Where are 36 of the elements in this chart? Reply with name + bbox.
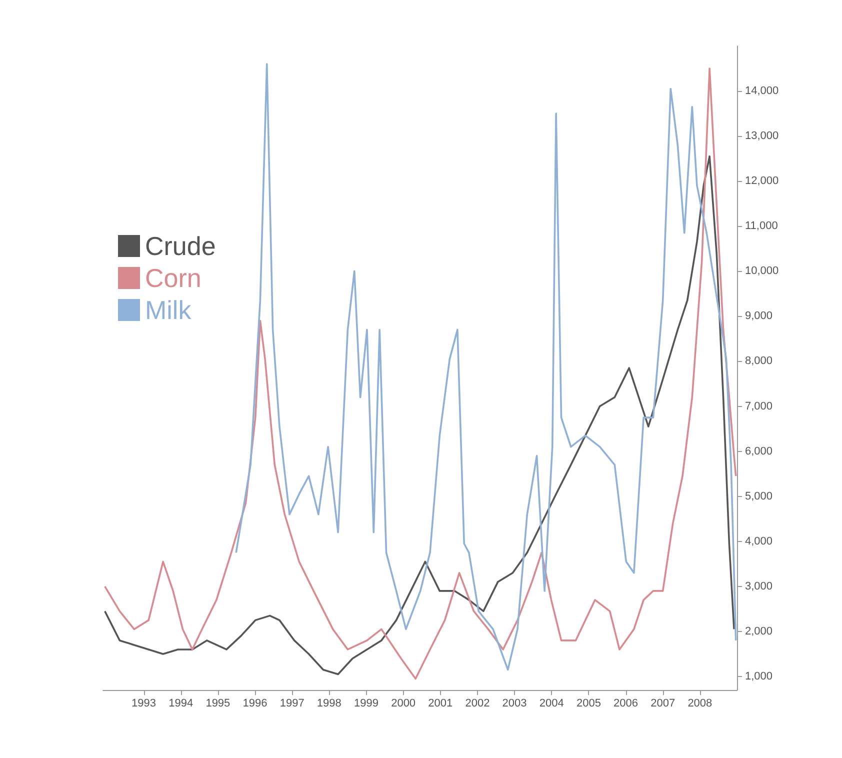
y-tick-label: 5,000 bbox=[745, 490, 773, 502]
x-tick-label: 2000 bbox=[391, 698, 416, 710]
y-tick-label: 3,000 bbox=[745, 580, 773, 592]
y-tick-label: 7,000 bbox=[745, 400, 773, 412]
line-series bbox=[104, 68, 737, 680]
x-tick-label: 1995 bbox=[206, 698, 230, 710]
x-tick-label: 2005 bbox=[576, 698, 601, 710]
x-tick-label: 2006 bbox=[614, 698, 638, 710]
x-tick-label: 2007 bbox=[650, 698, 676, 710]
y-tick-label: 8,000 bbox=[745, 355, 773, 368]
x-tick-label: 1999 bbox=[354, 698, 378, 710]
x-tick-label: 1997 bbox=[280, 698, 304, 710]
legend-label: Milk bbox=[145, 295, 192, 325]
line-series bbox=[235, 63, 737, 671]
x-tick-label: 2008 bbox=[688, 698, 712, 710]
x-tick-label: 1994 bbox=[168, 698, 194, 710]
x-tick-label: 2001 bbox=[428, 698, 453, 710]
x-tick-label: 1993 bbox=[132, 698, 156, 710]
y-tick-label: 4,000 bbox=[745, 535, 773, 548]
x-tick-label: 2004 bbox=[539, 698, 564, 710]
y-tick-label: 12,000 bbox=[745, 175, 779, 188]
x-tick-label: 2003 bbox=[502, 698, 527, 710]
y-tick-label: 1,000 bbox=[745, 670, 773, 682]
legend-label: Crude bbox=[145, 231, 216, 261]
legend-label: Corn bbox=[145, 263, 202, 293]
x-tick-label: 2002 bbox=[465, 698, 490, 710]
y-tick-label: 10,000 bbox=[745, 265, 779, 278]
y-tick-label: 6,000 bbox=[745, 445, 773, 458]
x-tick-label: 1998 bbox=[316, 698, 342, 710]
y-tick-label: 9,000 bbox=[745, 310, 773, 322]
x-tick-label: 1996 bbox=[242, 698, 268, 710]
line-series bbox=[104, 155, 735, 676]
y-tick-label: 13,000 bbox=[745, 130, 779, 142]
y-tick-label: 11,000 bbox=[745, 220, 778, 232]
y-tick-label: 2,000 bbox=[745, 625, 773, 638]
y-tick-label: 14,000 bbox=[745, 85, 779, 98]
